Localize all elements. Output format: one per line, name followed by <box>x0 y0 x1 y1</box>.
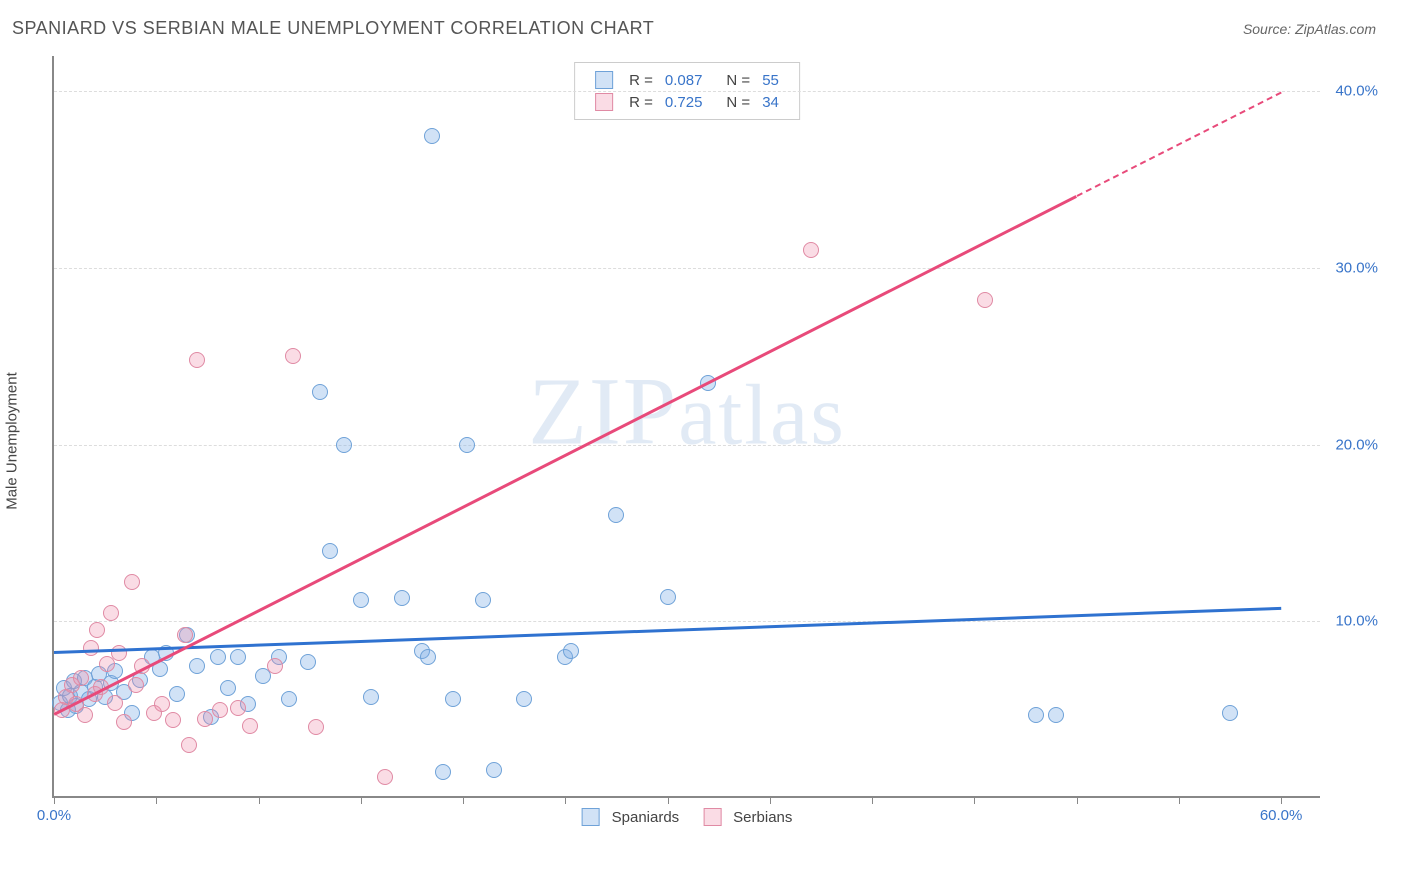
x-tick <box>54 796 55 804</box>
data-point <box>220 680 236 696</box>
y-tick-label: 20.0% <box>1335 436 1378 453</box>
series-legend: Spaniards Serbians <box>582 808 793 826</box>
y-tick-label: 40.0% <box>1335 83 1378 100</box>
data-point <box>308 719 324 735</box>
data-point <box>197 711 213 727</box>
data-point <box>77 707 93 723</box>
x-tick <box>974 796 975 804</box>
data-point <box>660 589 676 605</box>
data-point <box>300 654 316 670</box>
x-tick <box>361 796 362 804</box>
data-point <box>124 574 140 590</box>
x-tick <box>1281 796 1282 804</box>
x-tick-label: 0.0% <box>37 807 71 824</box>
data-point <box>322 543 338 559</box>
data-point <box>230 700 246 716</box>
data-point <box>445 691 461 707</box>
data-point <box>516 691 532 707</box>
x-tick <box>1077 796 1078 804</box>
data-point <box>103 605 119 621</box>
legend-n-label: N = <box>720 69 756 91</box>
y-tick-label: 30.0% <box>1335 260 1378 277</box>
data-point <box>435 764 451 780</box>
x-tick <box>156 796 157 804</box>
data-point <box>128 677 144 693</box>
legend-swatch <box>703 808 721 826</box>
data-point <box>230 649 246 665</box>
gridline <box>54 268 1320 269</box>
data-point <box>353 592 369 608</box>
legend-r-label: R = <box>623 91 659 113</box>
plot-area: ZIPatlas R =0.087N =55R =0.725N =34 Span… <box>52 56 1320 798</box>
chart-title: SPANIARD VS SERBIAN MALE UNEMPLOYMENT CO… <box>12 18 654 39</box>
data-point <box>89 622 105 638</box>
data-point <box>242 718 258 734</box>
legend-series-name: Serbians <box>733 809 792 826</box>
data-point <box>377 769 393 785</box>
data-point <box>73 670 89 686</box>
data-point <box>1028 707 1044 723</box>
data-point <box>363 689 379 705</box>
data-point <box>563 643 579 659</box>
source-label: Source: ZipAtlas.com <box>1243 21 1376 37</box>
data-point <box>177 627 193 643</box>
y-tick-label: 10.0% <box>1335 613 1378 630</box>
data-point <box>1222 705 1238 721</box>
x-tick <box>565 796 566 804</box>
data-point <box>116 714 132 730</box>
data-point <box>285 348 301 364</box>
legend-swatch <box>595 93 613 111</box>
data-point <box>189 352 205 368</box>
legend-series-name: Spaniards <box>612 809 680 826</box>
data-point <box>189 658 205 674</box>
trend-line <box>54 607 1281 654</box>
chart-container: Male Unemployment ZIPatlas R =0.087N =55… <box>52 56 1362 826</box>
data-point <box>424 128 440 144</box>
x-tick <box>668 796 669 804</box>
data-point <box>608 507 624 523</box>
legend-r-value: 0.725 <box>659 91 709 113</box>
data-point <box>181 737 197 753</box>
gridline <box>54 445 1320 446</box>
trend-line <box>53 195 1077 715</box>
data-point <box>267 658 283 674</box>
data-point <box>803 242 819 258</box>
legend-swatch <box>595 71 613 89</box>
data-point <box>486 762 502 778</box>
data-point <box>83 640 99 656</box>
data-point <box>420 649 436 665</box>
legend-swatch <box>582 808 600 826</box>
legend-item: Serbians <box>703 808 792 826</box>
data-point <box>394 590 410 606</box>
data-point <box>210 649 226 665</box>
data-point <box>336 437 352 453</box>
x-tick <box>1179 796 1180 804</box>
data-point <box>107 695 123 711</box>
x-tick <box>872 796 873 804</box>
x-tick <box>259 796 260 804</box>
legend-r-value: 0.087 <box>659 69 709 91</box>
data-point <box>312 384 328 400</box>
legend-n-value: 55 <box>756 69 785 91</box>
x-tick <box>463 796 464 804</box>
data-point <box>977 292 993 308</box>
data-point <box>459 437 475 453</box>
trend-line <box>1076 91 1281 196</box>
legend-n-value: 34 <box>756 91 785 113</box>
data-point <box>154 696 170 712</box>
legend-r-label: R = <box>623 69 659 91</box>
data-point <box>1048 707 1064 723</box>
legend-n-label: N = <box>720 91 756 113</box>
x-tick-label: 60.0% <box>1260 807 1303 824</box>
gridline <box>54 621 1320 622</box>
gridline <box>54 91 1320 92</box>
y-axis-label: Male Unemployment <box>4 372 21 510</box>
data-point <box>165 712 181 728</box>
data-point <box>281 691 297 707</box>
legend-item: Spaniards <box>582 808 680 826</box>
data-point <box>169 686 185 702</box>
data-point <box>212 702 228 718</box>
data-point <box>475 592 491 608</box>
x-tick <box>770 796 771 804</box>
